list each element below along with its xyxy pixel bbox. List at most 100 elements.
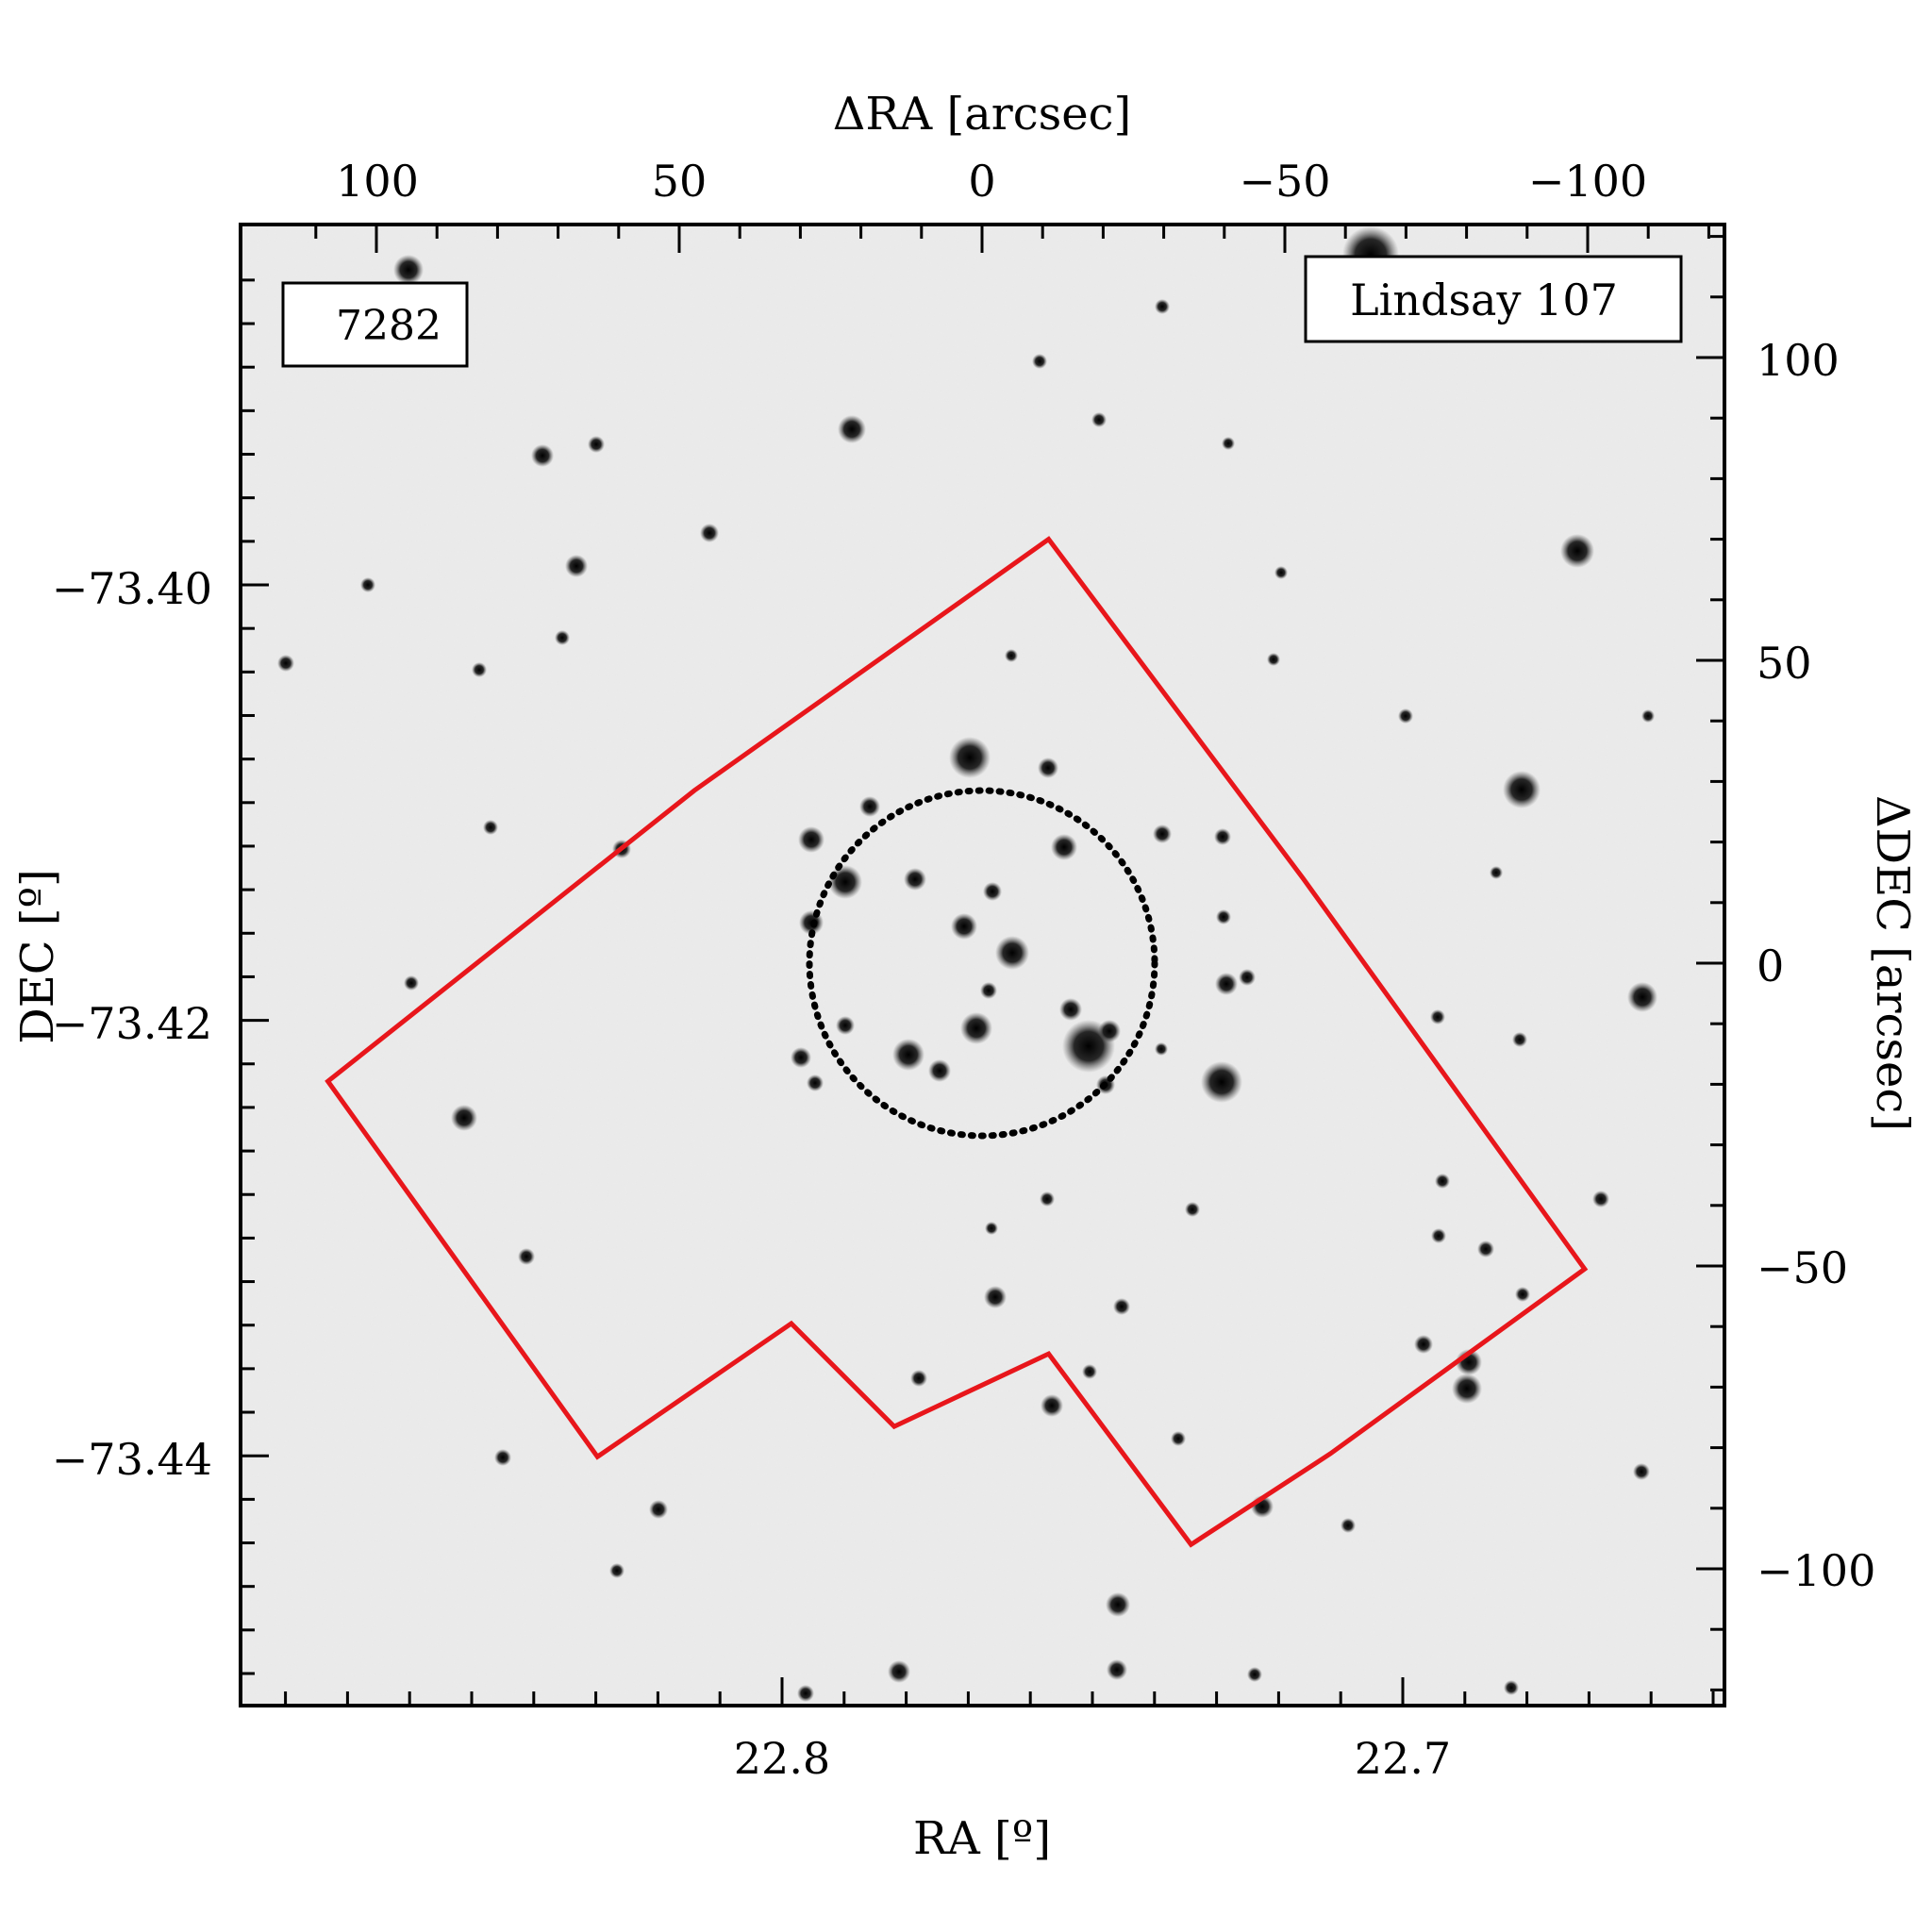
right-tick-label: 0: [1757, 941, 1784, 991]
star: [1222, 437, 1235, 450]
star: [483, 820, 498, 835]
star: [588, 436, 605, 453]
star: [838, 415, 866, 443]
star: [1113, 1298, 1130, 1315]
star: [1171, 1431, 1186, 1446]
star: [1107, 1659, 1127, 1680]
star: [798, 826, 824, 853]
star: [1106, 1592, 1130, 1617]
star: [1155, 1042, 1168, 1056]
star: [1560, 534, 1594, 568]
right-tick-label: 100: [1757, 335, 1840, 386]
star: [1082, 1364, 1097, 1379]
star: [1477, 1241, 1494, 1257]
star: [555, 630, 570, 645]
star: [960, 1012, 992, 1044]
star: [1267, 653, 1280, 666]
star: [1515, 1287, 1530, 1302]
star: [1627, 982, 1657, 1012]
star: [951, 913, 977, 940]
star: [472, 662, 487, 677]
star: [980, 982, 997, 999]
star-field: [277, 226, 1657, 1702]
top-tick-label: 0: [968, 156, 995, 207]
star: [1504, 1680, 1519, 1695]
star: [494, 1449, 511, 1466]
star: [836, 1016, 855, 1035]
bottom-axis: 22.8 22.7 RA [º]: [734, 1733, 1451, 1865]
bottom-tick-label: 22.7: [1355, 1733, 1451, 1784]
id-label-box: 7282: [281, 281, 469, 368]
star: [892, 1039, 924, 1071]
star: [1155, 299, 1170, 314]
star: [983, 882, 1002, 901]
right-tick-label: 50: [1757, 638, 1812, 689]
star: [360, 577, 375, 592]
star: [1091, 412, 1107, 427]
star: [1430, 1009, 1445, 1024]
star: [807, 1074, 824, 1091]
star: [531, 444, 554, 467]
top-tick-label: −100: [1528, 156, 1647, 207]
right-axis-label: ΔDEC [arcsec]: [1866, 795, 1919, 1131]
axis-ticks: [241, 225, 1724, 1706]
star: [277, 655, 294, 672]
star: [1341, 1518, 1356, 1533]
bottom-tick-label: 22.8: [734, 1733, 830, 1784]
star: [859, 796, 880, 817]
star: [1005, 649, 1018, 662]
star: [797, 1685, 814, 1702]
star: [1414, 1335, 1433, 1354]
star: [1215, 973, 1238, 995]
star: [649, 1500, 668, 1519]
sky-image: [241, 225, 1724, 1706]
name-label-box: Lindsay 107: [1304, 255, 1683, 343]
star: [910, 1370, 927, 1387]
star: [1098, 1020, 1121, 1042]
observation-footprint: [325, 536, 1589, 1548]
star: [1038, 758, 1058, 778]
star: [1041, 1394, 1063, 1417]
star: [1040, 1191, 1055, 1207]
bottom-axis-label: RA [º]: [913, 1812, 1051, 1865]
star: [609, 1563, 625, 1578]
left-tick-label: −73.42: [52, 998, 212, 1049]
star: [1431, 1228, 1446, 1243]
star: [1201, 1061, 1242, 1103]
star: [1274, 566, 1288, 579]
star: [1503, 771, 1541, 808]
left-tick-label: −73.44: [52, 1434, 212, 1485]
star: [1633, 1463, 1650, 1480]
star: [1051, 834, 1077, 860]
star: [1185, 1202, 1200, 1217]
star: [1239, 969, 1256, 986]
star: [985, 1222, 998, 1235]
star: [700, 524, 719, 542]
star: [949, 737, 991, 778]
star: [518, 1248, 535, 1265]
left-axis: −73.40 −73.42 −73.44 DEC [º]: [11, 563, 212, 1485]
star: [888, 1660, 910, 1683]
star: [1153, 824, 1172, 843]
star: [1247, 1667, 1262, 1682]
top-axis-label: ΔRA [arcsec]: [833, 88, 1132, 141]
star: [995, 936, 1029, 970]
top-tick-label: 100: [336, 156, 419, 207]
top-tick-label: 50: [652, 156, 708, 207]
id-label: 7282: [336, 302, 441, 350]
left-axis-label: DEC [º]: [11, 869, 64, 1044]
star: [828, 865, 862, 899]
star: [404, 975, 419, 991]
star: [1452, 1374, 1482, 1404]
right-tick-label: −100: [1757, 1545, 1875, 1596]
star: [1216, 909, 1231, 924]
star: [1641, 709, 1655, 723]
star: [565, 555, 588, 577]
star: [1032, 354, 1047, 369]
star: [928, 1059, 951, 1082]
star: [393, 255, 424, 285]
star: [1512, 1032, 1527, 1047]
star: [451, 1105, 477, 1131]
star: [904, 868, 926, 891]
